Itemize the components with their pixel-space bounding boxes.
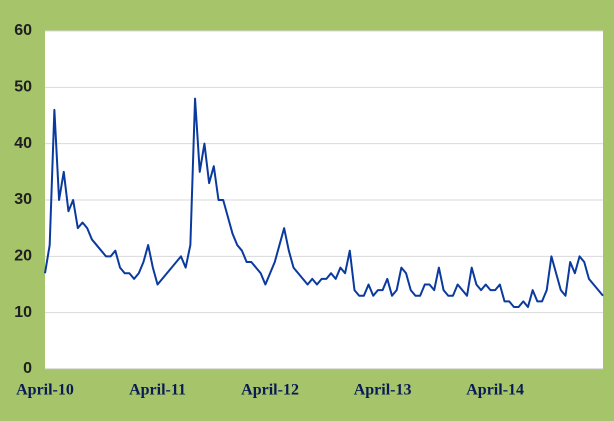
x-tick-label: April-11	[129, 382, 186, 399]
x-tick-label: April-12	[241, 382, 299, 399]
x-tick-label: April-13	[354, 382, 412, 399]
x-tick-label: April-10	[16, 382, 74, 399]
y-tick-label: 20	[14, 248, 32, 265]
y-tick-label: 10	[14, 304, 32, 321]
y-tick-label: 40	[14, 135, 32, 152]
y-tick-label: 30	[14, 191, 32, 208]
y-tick-label: 50	[14, 79, 32, 96]
x-tick-label: April-14	[466, 382, 524, 399]
line-series	[44, 97, 604, 309]
y-tick-label: 0	[23, 360, 32, 377]
y-tick-label: 60	[14, 22, 32, 39]
